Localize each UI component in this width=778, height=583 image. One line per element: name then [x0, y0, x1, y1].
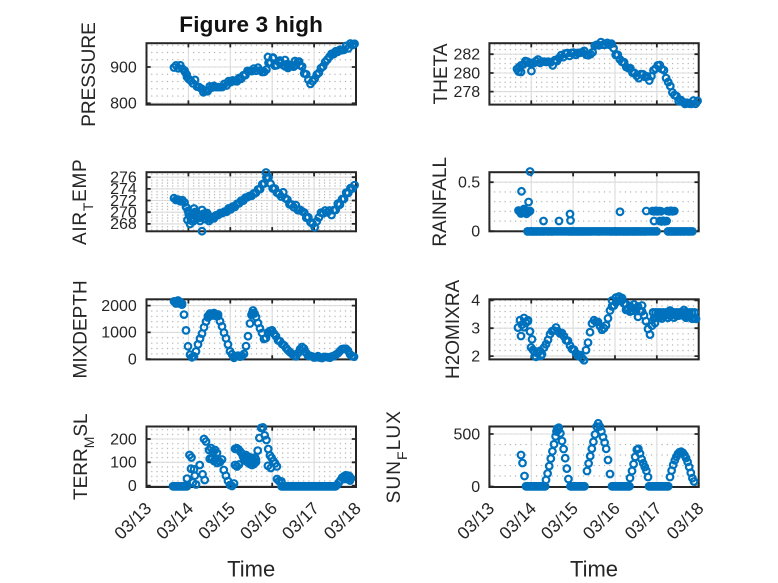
svg-text:PRESSURE: PRESSURE: [79, 22, 100, 127]
svg-text:280: 280: [453, 65, 480, 82]
svg-text:278: 278: [453, 84, 480, 101]
svg-text:Time: Time: [227, 557, 275, 582]
svg-text:800: 800: [110, 96, 137, 113]
svg-text:Figure 3 high: Figure 3 high: [179, 12, 323, 37]
svg-text:MIXDEPTH: MIXDEPTH: [70, 280, 91, 378]
svg-text:268: 268: [110, 216, 137, 233]
svg-text:Time: Time: [570, 557, 618, 582]
svg-text:H2OMIXRA: H2OMIXRA: [443, 279, 464, 379]
svg-text:500: 500: [453, 426, 480, 443]
svg-text:THETA: THETA: [431, 43, 452, 104]
svg-text:270: 270: [110, 205, 137, 222]
svg-text:282: 282: [453, 47, 480, 64]
svg-text:200: 200: [110, 431, 137, 448]
svg-text:274: 274: [110, 181, 137, 198]
svg-text:900: 900: [110, 59, 137, 76]
svg-text:1000: 1000: [101, 325, 137, 342]
svg-text:0: 0: [471, 224, 480, 241]
svg-text:0: 0: [128, 352, 137, 369]
svg-text:2: 2: [471, 348, 480, 365]
svg-text:100: 100: [110, 455, 137, 472]
svg-text:SUNFLUX: SUNFLUX: [384, 410, 410, 503]
svg-text:3: 3: [471, 321, 480, 338]
svg-text:0: 0: [128, 478, 137, 495]
svg-text:0: 0: [471, 479, 480, 496]
svg-text:RAINFALL: RAINFALL: [430, 157, 451, 247]
svg-text:AIRTEMP: AIRTEMP: [70, 159, 96, 245]
svg-text:4: 4: [471, 293, 480, 310]
svg-text:276: 276: [110, 170, 137, 187]
svg-text:TERRMSL: TERRMSL: [71, 413, 97, 500]
svg-text:2000: 2000: [101, 298, 137, 315]
svg-text:272: 272: [110, 193, 137, 210]
svg-text:0.5: 0.5: [458, 175, 480, 192]
